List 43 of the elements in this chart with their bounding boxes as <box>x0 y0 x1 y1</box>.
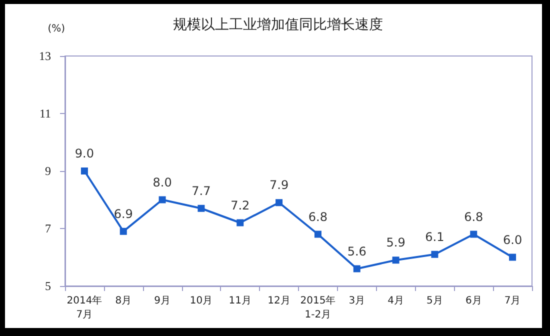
point <box>470 230 478 238</box>
x-tick-label: 4月 <box>388 296 404 306</box>
x-tick-label: 7月 <box>504 296 521 306</box>
data-label: 9.0 <box>74 146 94 160</box>
point <box>314 230 322 238</box>
point <box>236 219 244 226</box>
data-label: 6.9 <box>114 206 133 221</box>
x-tick-label: 9月 <box>154 296 170 306</box>
data-label: 7.7 <box>192 184 211 198</box>
x-tick-label: 6月 <box>465 296 482 306</box>
point <box>392 256 400 264</box>
point <box>80 168 88 174</box>
x-tick-label: 2014年 7月 <box>66 294 102 320</box>
x-tick-label: 11月 <box>228 296 252 306</box>
point <box>431 250 438 258</box>
x-tick-label: 12月 <box>268 296 290 306</box>
data-label: 6.8 <box>308 210 328 224</box>
y-tick-label: 13 <box>39 49 51 63</box>
point <box>509 254 516 261</box>
x-tick-label: 5月 <box>426 296 443 306</box>
data-label: 5.9 <box>386 236 406 250</box>
point <box>353 265 360 272</box>
y-axis-title: (%) <box>48 24 66 34</box>
data-label: 8.0 <box>152 175 172 190</box>
x-tick-label: 3月 <box>348 296 366 306</box>
y-tick-label: 11 <box>39 106 51 120</box>
x-tick-label: 8月 <box>115 296 132 306</box>
data-label: 5.6 <box>347 244 366 258</box>
x-tick-label: 10月 <box>190 296 213 306</box>
y-tick-label: 5 <box>45 279 51 293</box>
x-tick-label: 2015年 1-2月 <box>300 294 336 320</box>
point <box>120 228 127 235</box>
data-label: 6.0 <box>502 232 522 247</box>
y-tick-label: 7 <box>45 222 51 236</box>
data-label: 6.1 <box>425 230 444 244</box>
y-tick-label: 9 <box>45 164 51 178</box>
point <box>158 196 166 204</box>
chart-title: 规模以上工业增加值同比增长速度 <box>173 17 383 33</box>
data-label: 7.9 <box>269 178 289 192</box>
point <box>198 204 205 212</box>
data-label: 6.8 <box>464 210 484 224</box>
point <box>276 199 283 206</box>
data-label: 7.2 <box>230 198 250 212</box>
